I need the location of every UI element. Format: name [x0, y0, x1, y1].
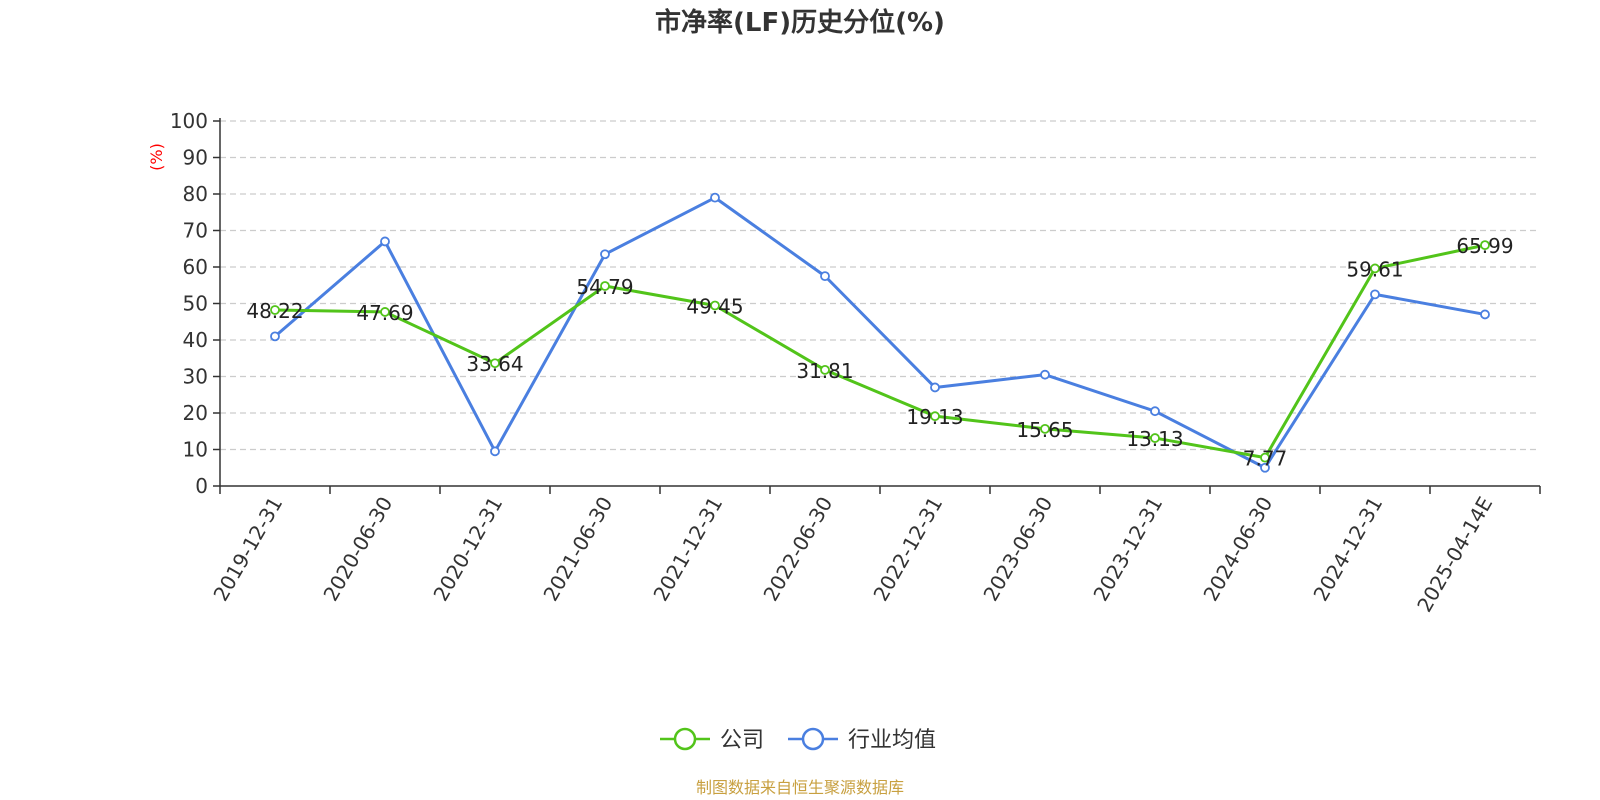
- y-tick-label: 50: [183, 292, 208, 316]
- data-point[interactable]: [820, 364, 830, 375]
- data-point[interactable]: [1150, 433, 1160, 443]
- axes: 0 10 20 30 40 50 60 70 80 90 100 2019-12-31 2020-06-…: [170, 109, 1541, 617]
- x-tick-label: 2023-12-31: [1088, 493, 1167, 606]
- legend[interactable]: 公司 行业均值: [660, 727, 936, 753]
- legend-swatch-marker: [801, 727, 825, 751]
- data-point[interactable]: [1370, 289, 1380, 300]
- data-point[interactable]: [710, 192, 720, 203]
- data-label: 47.69: [356, 301, 413, 325]
- legend-item-0[interactable]: 公司: [660, 727, 764, 753]
- data-point[interactable]: [600, 281, 610, 291]
- data-point[interactable]: [1040, 423, 1050, 434]
- x-tick-label: 2019-12-31: [208, 493, 287, 606]
- data-labels: 48.22 47.69 33.64 54.79 49.45 31.81 19.13 15.65…: [246, 234, 1513, 471]
- x-tick-label: 2020-06-30: [318, 493, 397, 606]
- x-tick-label: 2024-06-30: [1198, 493, 1277, 606]
- data-point[interactable]: [490, 358, 500, 369]
- x-tick-label: 2022-06-30: [758, 493, 837, 606]
- data-point[interactable]: [1150, 406, 1160, 417]
- source-note: 制图数据来自恒生聚源数据库: [696, 778, 904, 797]
- y-axis-unit-label: (%): [147, 143, 166, 171]
- x-tick-label: 2025-04-14E: [1412, 493, 1497, 617]
- data-point[interactable]: [490, 446, 500, 457]
- series-line-1: [274, 196, 1486, 470]
- data-label: 19.13: [906, 405, 963, 429]
- data-point[interactable]: [820, 271, 830, 282]
- data-point[interactable]: [380, 307, 390, 317]
- x-tick-label: 2021-12-31: [648, 493, 727, 606]
- legend-item-1[interactable]: 行业均值: [788, 727, 936, 753]
- data-label: 54.79: [576, 275, 633, 299]
- data-point[interactable]: [1260, 452, 1270, 463]
- y-tick-label: 0: [195, 474, 208, 498]
- chart-title: 市净率(LF)历史分位(%): [655, 7, 945, 38]
- data-label: 15.65: [1016, 418, 1073, 442]
- data-label: 31.81: [796, 359, 853, 383]
- legend-label: 公司: [720, 728, 764, 753]
- y-tick-label: 80: [183, 182, 208, 206]
- data-label: 59.61: [1346, 257, 1403, 281]
- data-label: 65.99: [1456, 234, 1513, 258]
- y-tick-label: 70: [183, 219, 208, 243]
- data-point[interactable]: [930, 382, 940, 393]
- y-tick-label: 20: [183, 401, 208, 425]
- legend-label: 行业均值: [848, 728, 936, 753]
- data-point[interactable]: [600, 249, 610, 260]
- data-point[interactable]: [1480, 240, 1490, 251]
- data-point[interactable]: [270, 331, 280, 342]
- data-label: 49.45: [686, 295, 743, 319]
- series-layer: [270, 192, 1490, 473]
- x-tick-label: 2024-12-31: [1308, 493, 1387, 606]
- data-point[interactable]: [1370, 263, 1380, 274]
- y-tick-label: 90: [183, 146, 208, 170]
- data-point[interactable]: [1040, 369, 1050, 380]
- y-tick-label: 100: [170, 109, 208, 133]
- data-point[interactable]: [270, 305, 280, 315]
- grid-lines: [220, 120, 1540, 451]
- x-tick-label: 2020-12-31: [428, 493, 507, 606]
- x-tick-label: 2021-06-30: [538, 493, 617, 606]
- x-tick-label: 2022-12-31: [868, 493, 947, 606]
- y-tick-label: 60: [183, 255, 208, 279]
- data-point[interactable]: [930, 411, 940, 422]
- data-label: 48.22: [246, 299, 303, 323]
- data-point[interactable]: [710, 300, 720, 311]
- series-line-0: [274, 243, 1486, 460]
- data-label: 7.77: [1243, 447, 1288, 471]
- data-point[interactable]: [380, 236, 390, 247]
- y-tick-label: 30: [183, 365, 208, 389]
- y-tick-label: 10: [183, 438, 208, 462]
- data-point[interactable]: [1480, 309, 1490, 320]
- data-label: 33.64: [466, 352, 523, 376]
- legend-swatch-marker: [673, 727, 697, 751]
- x-tick-label: 2023-06-30: [978, 493, 1057, 606]
- data-label: 13.13: [1126, 427, 1183, 451]
- y-tick-label: 40: [183, 328, 208, 352]
- data-point[interactable]: [1260, 462, 1270, 473]
